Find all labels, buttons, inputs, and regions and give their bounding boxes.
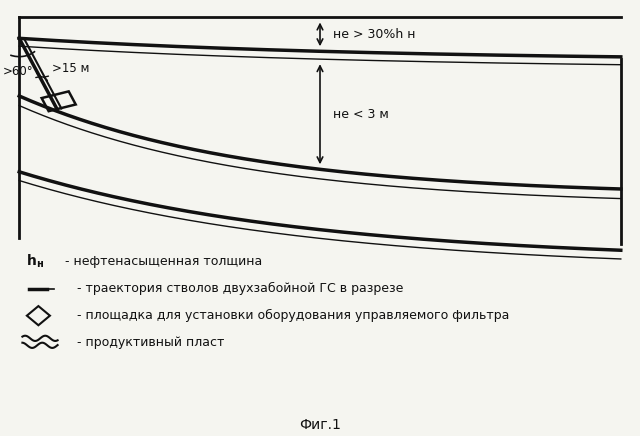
- Text: - продуктивный пласт: - продуктивный пласт: [77, 336, 224, 349]
- Text: - площадка для установки оборудования управляемого фильтра: - площадка для установки оборудования уп…: [77, 309, 509, 322]
- Text: Фиг.1: Фиг.1: [299, 418, 341, 432]
- Text: >60°: >60°: [3, 65, 34, 78]
- Text: >15 м: >15 м: [52, 62, 89, 75]
- Text: - траектория стволов двухзабойной ГС в разрезе: - траектория стволов двухзабойной ГС в р…: [77, 282, 403, 295]
- Text: не < 3 м: не < 3 м: [333, 108, 388, 121]
- Text: не > 30%h н: не > 30%h н: [333, 28, 415, 41]
- Text: - нефтенасыщенная толщина: - нефтенасыщенная толщина: [61, 255, 262, 268]
- Text: $\mathbf{h_н}$: $\mathbf{h_н}$: [26, 253, 44, 270]
